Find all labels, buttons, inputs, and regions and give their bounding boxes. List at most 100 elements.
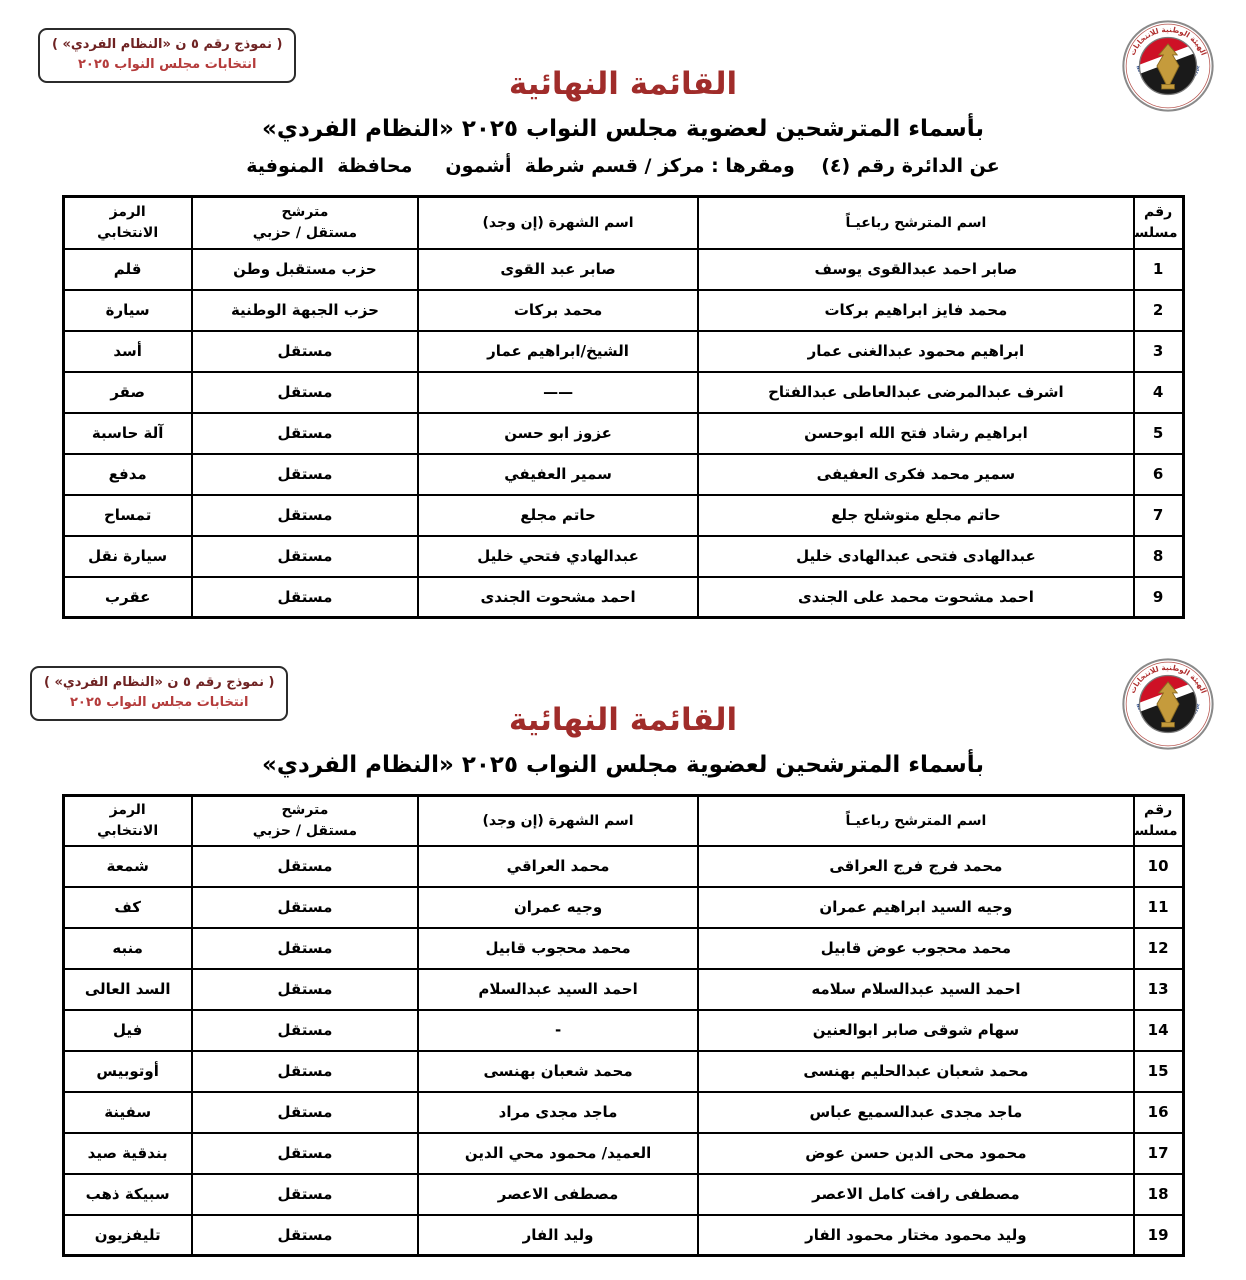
cell-famous: صابر عبد القوى: [417, 247, 700, 291]
cell-name: محمود محى الدين حسن عوض: [697, 1131, 1135, 1175]
cell-famous: محمد بركات: [417, 288, 700, 332]
cell-serial: 11: [1132, 885, 1185, 929]
table-header-row: رقم مسلسل اسم المترشح رباعيـاً اسم الشهر…: [62, 195, 1185, 250]
table-row: 6 سمير محمد فكرى العفيفى سمير العفيفي مستقل…: [62, 452, 1185, 496]
header-candidate-name: اسم المترشح رباعيـاً: [697, 195, 1135, 250]
cell-symbol: أسد: [62, 329, 193, 373]
cell-serial: 5: [1132, 411, 1185, 455]
cell-famous: وجيه عمران: [417, 885, 700, 929]
final-list-title: القائمة النهائية: [508, 702, 738, 738]
cell-symbol: أوتوبيس: [62, 1049, 193, 1093]
cell-serial: 15: [1132, 1049, 1185, 1093]
cell-symbol: عقرب: [62, 575, 193, 619]
list-section-2: ( نموذج رقم ٥ ن «النظام الفردي» ) انتخاب…: [0, 650, 1246, 1280]
table-row: 14 سهام شوقى صابر ابوالعنين - مستقل فيل: [62, 1008, 1185, 1052]
cell-famous: ماجد مجدى مراد: [417, 1090, 700, 1134]
table-row: 7 حاتم مجلع متوشلح جلع حاتم مجلع مستقل تمساح: [62, 493, 1185, 537]
cell-name: سهام شوقى صابر ابوالعنين: [697, 1008, 1135, 1052]
cell-symbol: سيارة نقل: [62, 534, 193, 578]
table-row: 19 وليد محمود مختار محمود الفار وليد الفار…: [62, 1213, 1185, 1257]
header-candidate-name: اسم المترشح رباعيـاً: [697, 794, 1135, 847]
cell-famous: محمد شعبان بهنسى: [417, 1049, 700, 1093]
cell-serial: 19: [1132, 1213, 1185, 1257]
table-row: 2 محمد فايز ابراهيم بركات محمد بركات حزب ال…: [62, 288, 1185, 332]
cell-party: مستقل: [190, 967, 420, 1011]
cell-party: مستقل: [190, 1049, 420, 1093]
list-subtitle: بأسماء المترشحين لعضوية مجلس النواب ٢٠٢٥…: [262, 116, 984, 142]
cell-famous: عزوز ابو حسن: [417, 411, 700, 455]
cell-famous: احمد السيد عبدالسلام: [417, 967, 700, 1011]
table-row: 12 محمد محجوب عوض قابيل محمد محجوب قابيل مس…: [62, 926, 1185, 970]
cell-symbol: سفينة: [62, 1090, 193, 1134]
cell-serial: 18: [1132, 1172, 1185, 1216]
district-line: عن الدائرة رقم (٤) ومقرها : مركز / قسم ش…: [246, 155, 1000, 177]
cell-party: مستقل: [190, 493, 420, 537]
cell-party: مستقل: [190, 844, 420, 888]
header-electoral-symbol: الرمز الانتخابي: [62, 195, 193, 250]
candidates-table-1: رقم مسلسل اسم المترشح رباعيـاً اسم الشهر…: [61, 195, 1185, 619]
cell-symbol: سيارة: [62, 288, 193, 332]
table-row: 15 محمد شعبان عبدالحليم بهنسى محمد شعبان ب…: [62, 1049, 1185, 1093]
cell-name: صابر احمد عبدالقوى يوسف: [697, 247, 1135, 291]
form-number-badge: ( نموذج رقم ٥ ن «النظام الفردي» ) انتخاب…: [30, 666, 289, 722]
cell-name: احمد مشحوت محمد على الجندى: [697, 575, 1135, 619]
cell-serial: 16: [1132, 1090, 1185, 1134]
cell-name: احمد السيد عبدالسلام سلامه: [697, 967, 1135, 1011]
cell-name: وجيه السيد ابراهيم عمران: [697, 885, 1135, 929]
list-subtitle: بأسماء المترشحين لعضوية مجلس النواب ٢٠٢٥…: [262, 752, 984, 778]
header-famous-name: اسم الشهرة (إن وجد): [417, 195, 700, 250]
cell-party: مستقل: [190, 534, 420, 578]
candidates-table-2: رقم مسلسل اسم المترشح رباعيـاً اسم الشهر…: [61, 794, 1185, 1257]
cell-name: عبدالهادى فتحى عبدالهادى خليل: [697, 534, 1135, 578]
cell-symbol: منبه: [62, 926, 193, 970]
table-row: 8 عبدالهادى فتحى عبدالهادى خليل عبدالهادي …: [62, 534, 1185, 578]
cell-serial: 3: [1132, 329, 1185, 373]
table-body-2: 10 محمد فرج فرج العراقى محمد العراقي مستقل ش…: [62, 844, 1185, 1257]
header-famous-name: اسم الشهرة (إن وجد): [417, 794, 700, 847]
badge-election-line: انتخابات مجلس النواب ٢٠٢٥: [70, 695, 249, 711]
table-row: 5 ابراهيم رشاد فتح الله ابوحسن عزوز ابو حس…: [62, 411, 1185, 455]
cell-famous: وليد الفار: [417, 1213, 700, 1257]
table-row: 4 اشرف عبدالمرضى عبدالعاطى عبدالفتاح —— مست…: [62, 370, 1185, 414]
cell-party: مستقل: [190, 1172, 420, 1216]
cell-party: حزب مستقبل وطن: [190, 247, 420, 291]
cell-serial: 8: [1132, 534, 1185, 578]
header-party-status: مترشح مستقل / حزبي: [190, 195, 420, 250]
cell-name: وليد محمود مختار محمود الفار: [697, 1213, 1135, 1257]
cell-name: ابراهيم محمود عبدالغنى عمار: [697, 329, 1135, 373]
cell-party: مستقل: [190, 575, 420, 619]
cell-party: مستقل: [190, 926, 420, 970]
cell-serial: 12: [1132, 926, 1185, 970]
header-party-status: مترشح مستقل / حزبي: [190, 794, 420, 847]
table-row: 1 صابر احمد عبدالقوى يوسف صابر عبد القوى حز…: [62, 247, 1185, 291]
cell-party: حزب الجبهة الوطنية: [190, 288, 420, 332]
header-serial: رقم مسلسل: [1132, 794, 1185, 847]
cell-symbol: تمساح: [62, 493, 193, 537]
cell-symbol: السد العالى: [62, 967, 193, 1011]
cell-symbol: فيل: [62, 1008, 193, 1052]
cell-famous: حاتم مجلع: [417, 493, 700, 537]
cell-party: مستقل: [190, 370, 420, 414]
cell-name: ماجد مجدى عبدالسميع عباس: [697, 1090, 1135, 1134]
table-row: 9 احمد مشحوت محمد على الجندى احمد مشحوت ال…: [62, 575, 1185, 619]
cell-symbol: قلم: [62, 247, 193, 291]
cell-serial: 14: [1132, 1008, 1185, 1052]
cell-party: مستقل: [190, 1213, 420, 1257]
cell-famous: الشيخ/ابراهيم عمار: [417, 329, 700, 373]
badge-form-line: ( نموذج رقم ٥ ن «النظام الفردي» ): [44, 675, 275, 690]
cell-symbol: كف: [62, 885, 193, 929]
cell-famous: سمير العفيفي: [417, 452, 700, 496]
cell-famous: احمد مشحوت الجندى: [417, 575, 700, 619]
cell-serial: 17: [1132, 1131, 1185, 1175]
table-row: 18 مصطفى رافت كامل الاعصر مصطفى الاعصر مستق…: [62, 1172, 1185, 1216]
nea-seal-logo: الهيئة الوطنية للانتخابات National Elect…: [1122, 658, 1214, 750]
table-row: 10 محمد فرج فرج العراقى محمد العراقي مستقل ش…: [62, 844, 1185, 888]
cell-party: مستقل: [190, 885, 420, 929]
cell-serial: 10: [1132, 844, 1185, 888]
cell-famous: ——: [417, 370, 700, 414]
cell-serial: 13: [1132, 967, 1185, 1011]
cell-famous: العميد/ محمود محي الدين: [417, 1131, 700, 1175]
header-electoral-symbol: الرمز الانتخابي: [62, 794, 193, 847]
table-body-1: 1 صابر احمد عبدالقوى يوسف صابر عبد القوى حز…: [62, 247, 1185, 619]
